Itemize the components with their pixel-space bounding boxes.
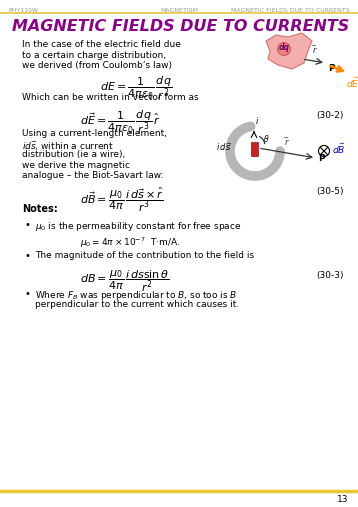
- Text: In the case of the electric field due: In the case of the electric field due: [22, 40, 181, 49]
- Text: $\mu_0$ is the permeability constant for free space: $\mu_0$ is the permeability constant for…: [35, 220, 241, 233]
- Text: PHY110W: PHY110W: [8, 8, 38, 13]
- Text: dq: dq: [279, 44, 290, 53]
- Text: MAGNETIC FIELDS DUE TO CURRENTS: MAGNETIC FIELDS DUE TO CURRENTS: [12, 19, 349, 34]
- Text: Notes:: Notes:: [22, 204, 58, 214]
- Text: •: •: [25, 220, 31, 230]
- Text: MAGNETIC FIELDS DUE TO CURRENTS: MAGNETIC FIELDS DUE TO CURRENTS: [231, 8, 350, 13]
- Text: $\vec{r}$: $\vec{r}$: [312, 43, 318, 56]
- Polygon shape: [266, 33, 312, 69]
- Text: P: P: [328, 64, 335, 73]
- Text: Using a current-length element,: Using a current-length element,: [22, 129, 167, 138]
- Text: 13: 13: [337, 495, 348, 504]
- Text: $\vec{r}$: $\vec{r}$: [284, 135, 290, 148]
- Text: Where $F_B$ was perpendicular to $B$, so too is $B$: Where $F_B$ was perpendicular to $B$, so…: [35, 289, 238, 302]
- Text: $dE = \dfrac{1}{4\pi\varepsilon_0}\,\dfrac{dq}{r^2}$: $dE = \dfrac{1}{4\pi\varepsilon_0}\,\dfr…: [100, 75, 172, 102]
- Circle shape: [319, 146, 329, 157]
- Text: we derive the magnetic: we derive the magnetic: [22, 161, 130, 169]
- Text: $d\vec{B} = \dfrac{\mu_0}{4\pi}\,\dfrac{i\,d\vec{s}\times\hat{r}}{r^3}$: $d\vec{B} = \dfrac{\mu_0}{4\pi}\,\dfrac{…: [80, 185, 164, 213]
- Text: distribution (ie a wire),: distribution (ie a wire),: [22, 150, 125, 159]
- Text: $\mu_0 = 4\pi \times 10^{-7}$  T·m/A.: $\mu_0 = 4\pi \times 10^{-7}$ T·m/A.: [80, 236, 180, 250]
- Text: we derived (from Coulomb’s law): we derived (from Coulomb’s law): [22, 61, 172, 70]
- Text: MAGNETISM: MAGNETISM: [160, 8, 198, 13]
- Text: •: •: [25, 251, 31, 261]
- Text: i: i: [256, 117, 258, 126]
- Text: P: P: [318, 154, 325, 163]
- Text: $dB = \dfrac{\mu_0}{4\pi}\,\dfrac{i\,ds\sin\theta}{r^2}$: $dB = \dfrac{\mu_0}{4\pi}\,\dfrac{i\,ds\…: [80, 269, 170, 294]
- Text: $d\vec{B}$: $d\vec{B}$: [332, 142, 345, 156]
- Bar: [251, 142, 257, 156]
- Text: (30-2): (30-2): [316, 111, 344, 120]
- Text: $d\vec{E} = \dfrac{1}{4\pi\varepsilon_0}\,\dfrac{dq}{r^3}\,\hat{r}$: $d\vec{E} = \dfrac{1}{4\pi\varepsilon_0}…: [80, 109, 160, 136]
- Text: •: •: [25, 289, 31, 299]
- Text: $d\vec{E}$: $d\vec{E}$: [346, 76, 358, 90]
- Text: $\theta$: $\theta$: [263, 133, 269, 144]
- Circle shape: [277, 43, 290, 55]
- Text: $id\vec{s}$, within a current: $id\vec{s}$, within a current: [22, 139, 114, 153]
- Text: (30-3): (30-3): [316, 271, 344, 280]
- Text: perpendicular to the current which causes it.: perpendicular to the current which cause…: [35, 300, 239, 309]
- Text: Which can be written in vector form as: Which can be written in vector form as: [22, 93, 199, 102]
- Text: analogue – the Biot-Savart law:: analogue – the Biot-Savart law:: [22, 171, 164, 180]
- Text: to a certain charge distribution,: to a certain charge distribution,: [22, 51, 166, 59]
- Text: $i\,d\vec{s}$: $i\,d\vec{s}$: [216, 141, 232, 153]
- Text: The magnitude of the contribution to the field is: The magnitude of the contribution to the…: [35, 251, 254, 260]
- Text: (30-5): (30-5): [316, 187, 344, 196]
